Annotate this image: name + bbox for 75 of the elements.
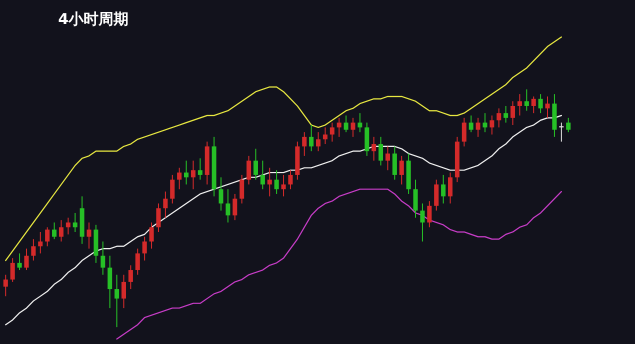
candlestick: [490, 114, 494, 136]
candlestick: [288, 170, 293, 190]
candlestick: [108, 255, 112, 309]
candlestick: [420, 202, 425, 242]
candlestick: [17, 252, 22, 271]
candlestick: [24, 248, 29, 271]
candlestick: [531, 96, 536, 114]
candlestick: [149, 222, 154, 250]
candlestick: [86, 222, 92, 250]
candlestick: [364, 122, 370, 156]
candlestick: [58, 220, 64, 242]
candlestick: [545, 96, 550, 118]
candlestick: [510, 100, 516, 126]
candlestick: [566, 117, 571, 133]
candlestick: [38, 231, 43, 254]
candlestick: [135, 248, 140, 276]
candlestick: [524, 88, 529, 112]
candlestick: [260, 160, 265, 190]
candlestick: [184, 160, 189, 185]
candlestick: [462, 117, 466, 147]
candlestick: [66, 217, 70, 235]
candlestick: [128, 264, 133, 290]
candlestick: [114, 274, 120, 328]
candlestick: [156, 202, 161, 232]
candlestick: [322, 126, 328, 145]
candlestick: [517, 94, 522, 116]
chart-title: 4小时周期: [58, 10, 129, 28]
candlestick: [441, 174, 446, 204]
candlestick: [10, 258, 15, 282]
candlestick: [392, 146, 397, 180]
candlestick: [246, 155, 252, 185]
candlestick: [3, 274, 8, 297]
candlestick: [358, 112, 362, 133]
candlestick: [378, 136, 384, 166]
candlestick: [413, 179, 418, 218]
candlestick: [253, 148, 258, 180]
candlestick: [350, 117, 356, 138]
candlestick: [316, 132, 321, 152]
candlestick: [163, 191, 168, 218]
candlestick: [100, 241, 106, 276]
candlestick: [434, 179, 439, 212]
candlestick: [232, 193, 238, 221]
candlestick: [448, 172, 453, 204]
candlestick: [336, 117, 342, 138]
candlestick: [198, 158, 202, 180]
candlestick: [302, 132, 307, 156]
candlestick: [267, 167, 272, 197]
candlestick: [121, 274, 126, 309]
candlestick: [52, 222, 57, 240]
candlestick: [504, 105, 508, 124]
candlestick: [468, 114, 474, 133]
candlestick: [330, 122, 334, 142]
candlestick: [559, 122, 564, 142]
candlestick: [218, 176, 224, 212]
candlestick: [281, 174, 286, 197]
candlestick: [170, 174, 175, 204]
candlestick: [399, 155, 404, 185]
candlestick: [31, 238, 36, 262]
candlestick: [45, 226, 50, 247]
candlestick: [385, 146, 390, 171]
candlestick: [72, 212, 78, 232]
candlestick: [142, 236, 147, 262]
candlestick: [372, 136, 376, 162]
candlestick: [274, 170, 279, 194]
candlestick: [226, 188, 230, 223]
candlestick: [538, 94, 543, 114]
candlestick: [240, 174, 244, 204]
candlestick: [496, 108, 502, 128]
candlestick: [309, 124, 314, 152]
candlestick: [190, 160, 196, 190]
candlestick: [177, 167, 182, 190]
candlestick: [427, 200, 432, 228]
candlestick: [482, 112, 488, 133]
candlestick: [344, 114, 348, 133]
candlestick: [476, 117, 480, 138]
